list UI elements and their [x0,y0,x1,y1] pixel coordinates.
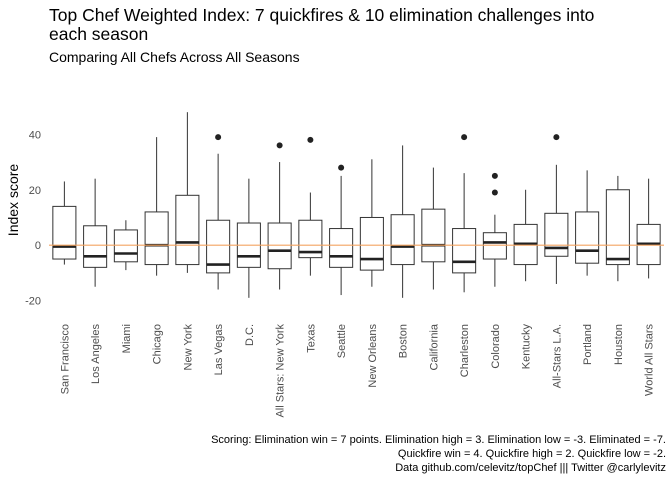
y-axis-label: Index score [5,164,21,237]
x-tick-label: Portland [582,324,594,365]
y-tick-label: 0 [35,240,41,252]
x-tick-label: Charleston [459,324,471,377]
box [298,219,323,259]
x-tick-label: Seattle [336,324,348,358]
box [175,194,200,266]
outlier-point [553,134,560,141]
outlier-point [338,164,345,171]
box [113,229,138,263]
chart-subtitle: Comparing All Chefs Across All Seasons [49,49,300,65]
x-tick-label: Miami [121,324,133,353]
box [390,214,415,266]
chart-title: Top Chef Weighted Index: 7 quickfires & … [49,5,595,44]
x-tick-label: All-Stars L.A. [551,324,563,388]
x-tick-label: Las Vegas [213,324,225,376]
y-tick-label: 40 [29,129,41,141]
box [267,222,292,270]
x-tick-label: D.C. [244,324,256,346]
outlier-point [491,172,498,179]
outlier-point [276,142,283,149]
x-tick-label: Colorado [490,324,502,369]
outlier-point [215,134,222,141]
x-tick-label: New York [182,324,194,371]
box [144,211,169,266]
plot-area: -20 0 20 40 San Francisco Los Angeles Miami Chi… [25,112,664,418]
outlier-point [461,134,468,141]
y-tick-label: -20 [25,296,41,308]
outlier-point [307,136,314,143]
x-tick-label: Texas [305,324,317,353]
box [206,219,231,274]
box [544,212,569,257]
x-tick-label: World All Stars [644,324,656,396]
box [83,225,108,268]
x-tick-label: Houston [613,324,625,365]
caption-line-source: Data github.com/celevitz/topChef ||| Twi… [395,462,666,474]
x-tick-label: California [428,323,440,370]
x-tick-label: Kentucky [521,324,533,370]
box [359,216,384,271]
x-tick-label: All Stars: New York [275,324,287,418]
caption-line-scoring-quickfire: Quickfire win = 4. Quickfire high = 2. Q… [397,448,666,460]
outlier-point [491,189,498,196]
x-tick-label: New Orleans [367,324,379,388]
x-tick-label: Los Angeles [90,324,102,384]
x-tick-label: Boston [398,324,410,358]
x-tick-label: San Francisco [59,324,71,394]
box [452,228,477,274]
box [52,205,77,260]
box [329,228,354,268]
box [575,211,600,264]
box [605,189,630,266]
y-tick-label: 20 [29,185,41,197]
box [421,208,446,263]
caption: Scoring: Elimination win = 7 points. Eli… [211,433,666,475]
caption-line-scoring-elimination: Scoring: Elimination win = 7 points. Eli… [211,434,666,446]
x-tick-label: Chicago [152,324,164,364]
box [482,232,507,260]
